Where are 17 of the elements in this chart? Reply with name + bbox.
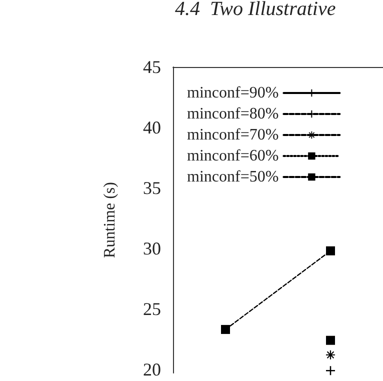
point <box>326 350 335 360</box>
y-tick-label: 25 <box>143 298 161 319</box>
y-tick-label: 40 <box>143 117 161 138</box>
point <box>326 246 335 256</box>
legend-label: minconf=70% <box>187 126 279 144</box>
legend-label: minconf=50% <box>187 168 279 186</box>
y-tick-label: 20 <box>143 359 161 380</box>
legend-label: minconf=90% <box>187 84 279 102</box>
y-tick-label: 45 <box>143 57 161 77</box>
point <box>221 324 230 334</box>
y-tick-label: 35 <box>143 178 161 198</box>
point <box>326 336 335 345</box>
y-tick-label: 30 <box>143 238 161 258</box>
y-axis-title: Runtime (s) <box>102 182 118 258</box>
legend-label: minconf=60% <box>187 148 279 164</box>
legend-label: minconf=80% <box>187 106 279 122</box>
chart-title: 4.4 Two Illustrative <box>175 0 336 20</box>
